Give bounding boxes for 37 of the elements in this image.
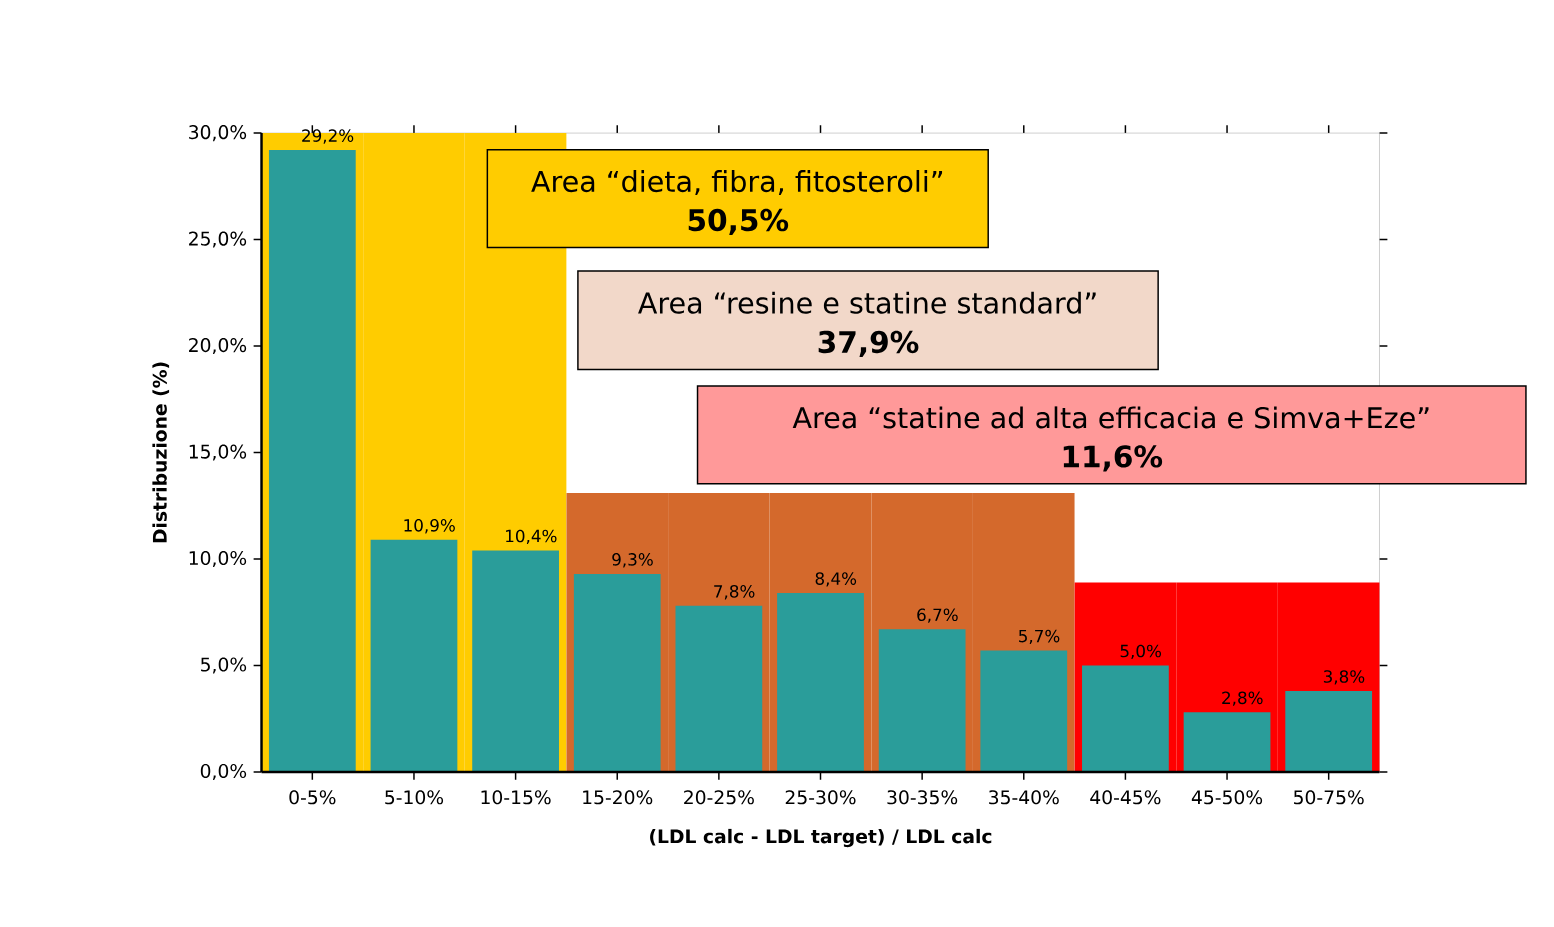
x-tick-label: 15-20%: [583, 790, 653, 805]
x-tick-label: 0-5%: [289, 790, 336, 805]
data-label: 3,8%: [1323, 670, 1365, 685]
y-axis-title: Distribuzione (%): [152, 362, 170, 543]
x-tick-label: 35-40%: [989, 790, 1059, 805]
annotation: 11,6%: [1063, 445, 1163, 472]
data-label: 9,3%: [612, 553, 653, 568]
data-label: 2,8%: [1222, 691, 1263, 707]
data-label: 8,4%: [815, 572, 857, 587]
annotation: Area “statine ad alta efficacia e Simva+Eze”: [792, 406, 1429, 429]
x-tick-label: 45-50%: [1191, 790, 1263, 805]
y-tick-label: 25,0%: [189, 231, 247, 248]
annotation: Area “resine e statine standard”: [638, 291, 1096, 314]
data-label: 10,4%: [506, 529, 557, 545]
data-label: 6,7%: [917, 608, 958, 623]
x-tick-label: 10-15%: [481, 790, 551, 805]
x-tick-label: 40-45%: [1090, 790, 1161, 805]
y-tick-label: 15,0%: [189, 444, 247, 461]
annotation: 50,5%: [688, 209, 789, 236]
x-axis-title: (LDL calc - LDL target) / LDL calc: [650, 829, 992, 848]
x-tick-label: 25-30%: [785, 790, 856, 805]
data-label: 10,9%: [404, 519, 455, 534]
x-tick-label: 5-10%: [385, 790, 444, 805]
x-tick-label: 20-25%: [684, 790, 754, 805]
data-label: 5,7%: [1019, 629, 1060, 645]
annotation: Area “dieta, fibra, fitosteroli”: [531, 170, 943, 196]
y-tick-label: 0,0%: [200, 764, 247, 781]
x-tick-label: 30-35%: [887, 790, 958, 805]
y-tick-label: 5,0%: [201, 657, 247, 674]
y-tick-label: 10,0%: [189, 551, 247, 568]
annotation: 37,9%: [818, 330, 919, 358]
data-label: 29,2%: [302, 129, 354, 144]
y-tick-label: 30,0%: [189, 125, 247, 142]
data-label: 7,8%: [714, 585, 755, 600]
data-label: 5,0%: [1120, 644, 1162, 660]
y-tick-label: 20,0%: [189, 338, 247, 355]
x-tick-label: 50-75%: [1294, 790, 1364, 805]
